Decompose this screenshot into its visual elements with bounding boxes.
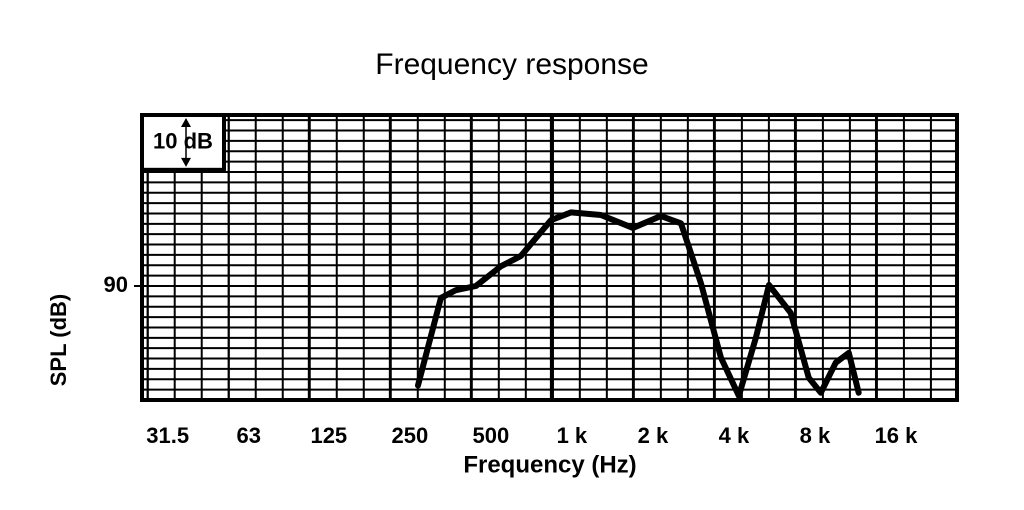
- y-axis-label: SPL (dB): [46, 294, 71, 386]
- chart-title: Frequency response: [375, 48, 649, 81]
- x-tick-label: 1 k: [557, 423, 588, 448]
- x-tick-label: 125: [310, 423, 347, 448]
- x-tick-label: 16 k: [875, 423, 919, 448]
- arrow-head: [181, 157, 191, 167]
- x-tick-label: 4 k: [719, 423, 750, 448]
- scale-label: 10 dB: [153, 129, 213, 154]
- y-tick-label: 90: [104, 272, 128, 297]
- response-line: [414, 209, 862, 399]
- x-tick-label: 250: [391, 423, 428, 448]
- x-tick-label: 2 k: [638, 423, 669, 448]
- plot-frame: [140, 113, 959, 402]
- x-tick-label: 500: [473, 423, 510, 448]
- arrow-head: [181, 118, 191, 127]
- x-tick-label: 63: [236, 423, 260, 448]
- x-axis-label: Frequency (Hz): [463, 451, 636, 478]
- x-tick-label: 31.5: [146, 423, 189, 448]
- x-tick-label: 8 k: [800, 423, 831, 448]
